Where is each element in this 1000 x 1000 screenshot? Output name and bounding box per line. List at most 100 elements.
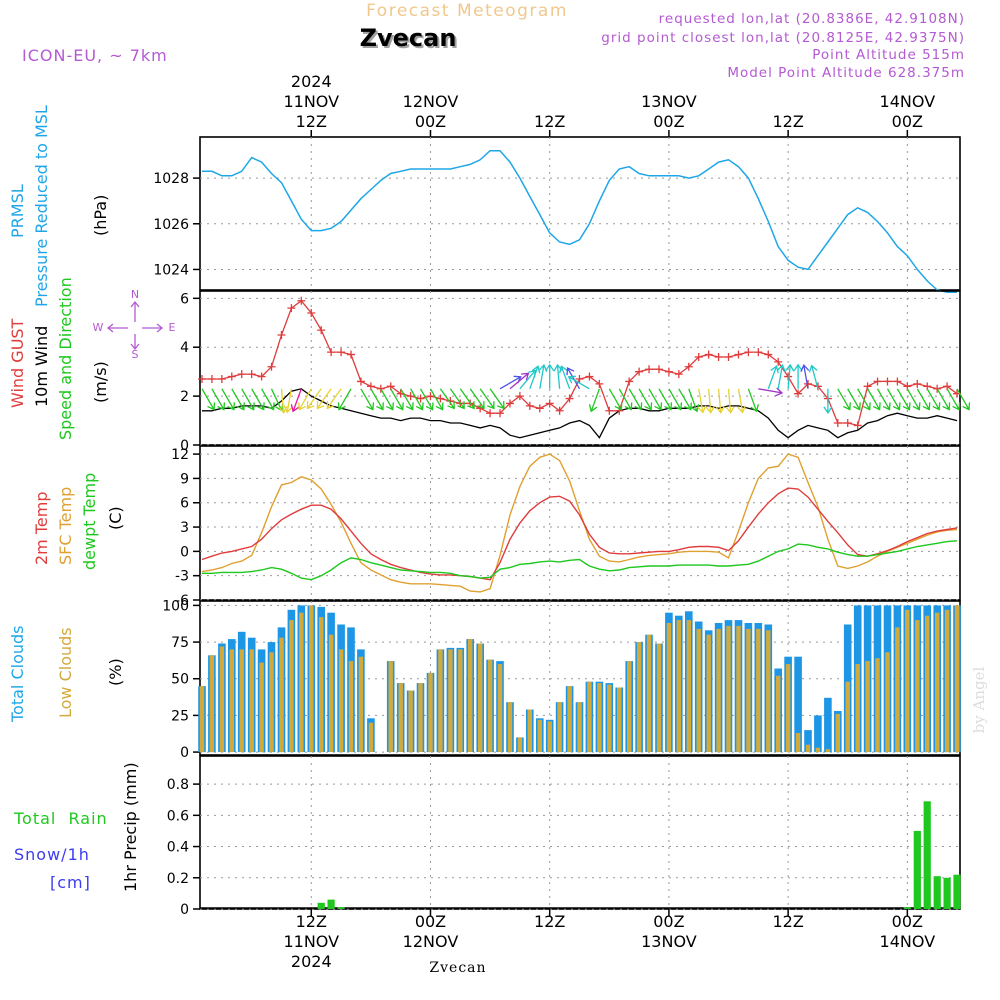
wind-direction-arrow bbox=[793, 363, 803, 389]
y-tick-label: 1028 bbox=[153, 171, 189, 187]
wind-direction-arrow bbox=[211, 388, 226, 411]
low-cloud-bar bbox=[348, 661, 354, 752]
wind-gust-marker bbox=[257, 372, 266, 381]
compass-north: N bbox=[131, 288, 139, 301]
wind-direction-arrow bbox=[916, 388, 931, 411]
snow-unit-label: [cm] bbox=[50, 873, 91, 892]
wind-gust-marker bbox=[575, 375, 584, 383]
low-cloud-bar bbox=[249, 649, 254, 753]
wind-direction-arrow bbox=[298, 388, 312, 411]
wind-gust-marker bbox=[843, 419, 852, 427]
y-tick-label: 12 bbox=[171, 447, 189, 463]
wind-direction-arrow bbox=[886, 388, 901, 411]
low-cloud-bar bbox=[726, 625, 731, 752]
wind-gust-marker bbox=[654, 365, 663, 374]
wind-gust-marker bbox=[347, 350, 356, 359]
dewpoint-line bbox=[202, 540, 958, 581]
y-tick-label: 0 bbox=[180, 902, 189, 918]
low-cloud-bar bbox=[696, 628, 701, 753]
low-cloud-bar bbox=[776, 675, 781, 753]
wind-gust-marker bbox=[237, 370, 246, 379]
y-tick-label: 6 bbox=[180, 496, 189, 512]
low-cloud-bar bbox=[289, 620, 294, 753]
low-cloud-bar bbox=[517, 737, 523, 753]
clouds-panel: 0 25 50 75 100 bbox=[162, 598, 961, 761]
wind-direction-arrow bbox=[545, 363, 555, 389]
wind-gust-marker bbox=[933, 384, 942, 393]
wind-gust-marker bbox=[207, 375, 216, 383]
y-tick-label: 0.6 bbox=[167, 808, 189, 824]
y-tick-label: 6 bbox=[180, 291, 189, 307]
wind-direction-arrow bbox=[936, 388, 951, 411]
low-cloud-bar bbox=[478, 643, 483, 752]
wind-gust-marker bbox=[565, 394, 574, 403]
wind-direction-arrow bbox=[459, 388, 475, 410]
low-cloud-bar bbox=[507, 702, 513, 753]
y-tick-label: 4 bbox=[180, 340, 189, 356]
wind-gust-marker bbox=[277, 331, 286, 339]
temperature-panel: -6 -3 0 3 6 9 12 bbox=[171, 445, 961, 609]
wind-direction-arrow bbox=[847, 388, 861, 411]
wind-gust-marker bbox=[704, 350, 713, 359]
low-cloud-bar bbox=[428, 672, 433, 753]
low-cloud-bar bbox=[398, 683, 403, 752]
wind-gust-marker bbox=[724, 353, 733, 361]
wind-gust-marker bbox=[774, 357, 783, 366]
wind-direction-arrow bbox=[737, 388, 747, 414]
low-cloud-bar bbox=[299, 612, 304, 752]
wind-gust-marker bbox=[535, 404, 544, 413]
low-cloud-bar bbox=[438, 649, 443, 753]
wind-direction-arrow bbox=[658, 388, 673, 411]
watermark: by Angel bbox=[970, 666, 988, 733]
requested-coordinates: requested lon,lat (20.8386E, 42.9108N) bbox=[659, 11, 965, 27]
wind-direction-arrow bbox=[926, 388, 941, 411]
wind-gust-marker bbox=[734, 350, 743, 359]
wind-direction-arrow bbox=[231, 388, 245, 411]
total-cloud-bar bbox=[814, 715, 822, 753]
wind-gust-marker bbox=[496, 409, 505, 418]
wind-direction-arrow bbox=[429, 388, 444, 411]
time-label: 12Z bbox=[534, 912, 565, 931]
low-cloud-bar bbox=[279, 637, 284, 753]
precipitation-panel: 0 0.2 0.4 0.6 0.8 bbox=[167, 755, 961, 918]
low-cloud-bar bbox=[746, 628, 751, 753]
low-cloud-bar bbox=[944, 609, 950, 753]
wind-gust-marker bbox=[227, 372, 236, 381]
low-cloud-bar bbox=[527, 709, 532, 752]
low-cloud-bar bbox=[497, 664, 503, 753]
low-cloud-bar bbox=[388, 661, 393, 752]
y-tick-label: 0 bbox=[180, 745, 189, 761]
model-name: ICON-EU, ~ 7km bbox=[22, 46, 168, 65]
wind-gust-marker bbox=[645, 365, 654, 374]
wind-direction-arrow bbox=[400, 388, 414, 411]
wind-gust-marker bbox=[317, 326, 326, 335]
wind-direction-arrow bbox=[837, 388, 851, 411]
wind-direction-arrow bbox=[688, 388, 700, 413]
low-cloud-bar bbox=[448, 649, 453, 753]
total-rain-label: Total Rain bbox=[13, 809, 108, 828]
wind-direction-arrow bbox=[776, 363, 786, 389]
wind-direction-arrow bbox=[725, 388, 735, 414]
wind-direction-arrow bbox=[697, 388, 707, 414]
snow-label: Snow/1h bbox=[14, 845, 90, 864]
low-cloud-bar bbox=[577, 702, 582, 753]
time-label: 13NOV bbox=[641, 932, 697, 951]
wind-direction-arrow bbox=[628, 388, 643, 411]
wind-direction-arrow bbox=[261, 388, 275, 411]
wind-gust-marker bbox=[486, 409, 495, 418]
time-label: 00Z bbox=[892, 112, 923, 131]
low-cloud-bar bbox=[627, 661, 632, 752]
time-label: 00Z bbox=[892, 912, 923, 931]
low-cloud-bar bbox=[915, 620, 920, 753]
wind-gust-marker bbox=[893, 377, 902, 386]
wind-direction-arrow bbox=[201, 388, 216, 411]
y-tick-label: -6 bbox=[175, 593, 189, 609]
wind-gust-marker bbox=[754, 348, 763, 357]
wind-gust-marker bbox=[635, 367, 644, 376]
wind-direction-arrow bbox=[648, 388, 663, 411]
wind-direction-arrow bbox=[808, 364, 819, 389]
sfc-temp-line bbox=[201, 453, 958, 593]
point-altitude: Point Altitude 515m bbox=[812, 47, 965, 63]
wind-gust-marker bbox=[625, 377, 634, 386]
